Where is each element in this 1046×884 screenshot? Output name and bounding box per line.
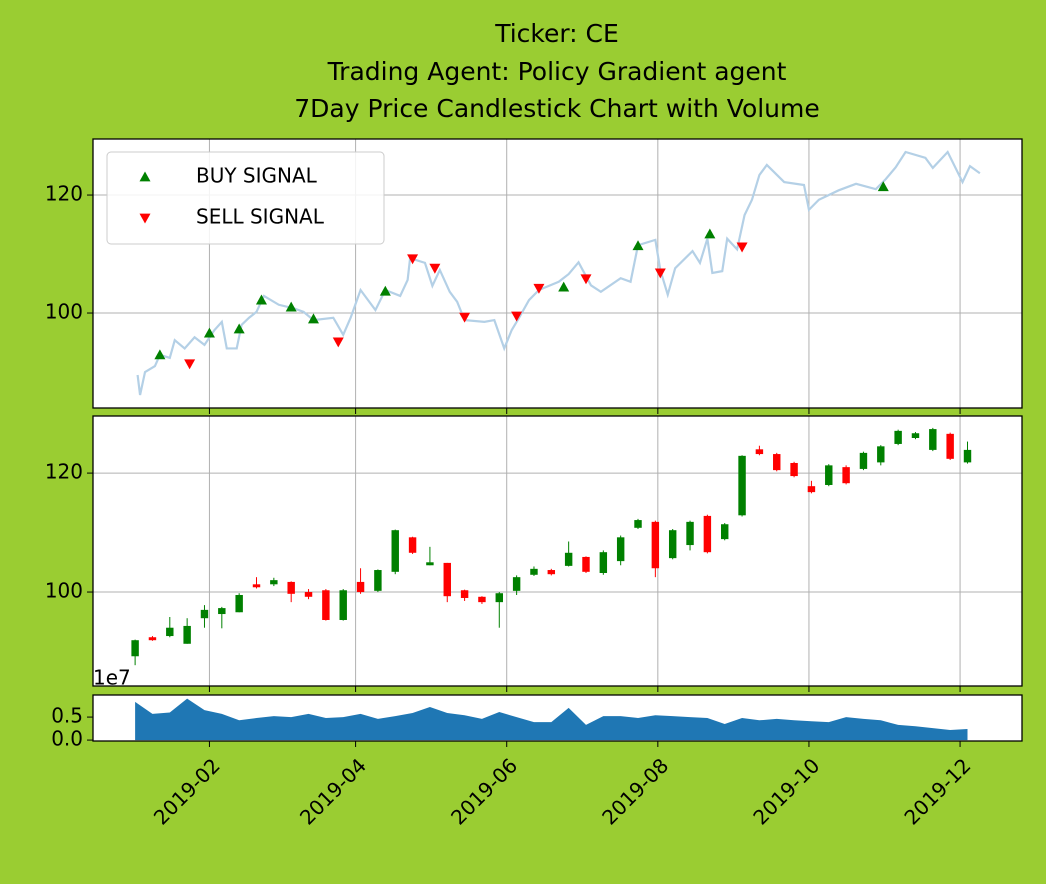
- candle-body: [825, 465, 833, 485]
- candle-body: [599, 552, 608, 574]
- legend-label: BUY SIGNAL: [196, 164, 318, 188]
- x-tick-label: 2019-12: [899, 753, 975, 829]
- buy-marker: [632, 240, 644, 251]
- legend-label: SELL SIGNAL: [196, 205, 325, 229]
- buy-marker: [233, 323, 245, 334]
- candle-body: [426, 562, 434, 566]
- candle-body: [131, 640, 139, 657]
- candle-body: [235, 595, 243, 613]
- volume-area: [135, 698, 968, 741]
- sell-marker: [654, 268, 666, 279]
- chart-title: Ticker: CE: [494, 19, 619, 48]
- candle-body: [478, 596, 486, 603]
- candle-body: [322, 590, 330, 620]
- sell-marker: [459, 312, 471, 323]
- buy-marker: [285, 301, 297, 312]
- y-tick-label: 100: [45, 579, 83, 603]
- candle-body: [530, 568, 538, 575]
- candle-body: [721, 524, 729, 540]
- candle-body: [304, 592, 313, 597]
- sell-marker: [332, 337, 344, 348]
- candle-body: [408, 537, 417, 553]
- x-tick-label: 2019-06: [446, 753, 522, 829]
- candle-body: [773, 454, 781, 471]
- candle-body: [929, 429, 937, 450]
- sell-marker: [511, 311, 523, 322]
- candle-body: [616, 537, 625, 562]
- candle-body: [790, 462, 798, 477]
- candle-body: [582, 556, 590, 572]
- candle-body: [460, 590, 469, 598]
- buy-marker: [558, 281, 570, 292]
- y-tick-label: 120: [45, 460, 83, 484]
- sell-marker: [580, 274, 592, 285]
- candle-body: [651, 521, 660, 569]
- y-tick-label: 120: [45, 182, 83, 206]
- x-tick-label: 2019-02: [149, 753, 225, 829]
- candle-body: [374, 570, 382, 591]
- buy-marker: [877, 181, 889, 192]
- candle-body: [686, 521, 694, 546]
- sell-marker: [429, 263, 441, 274]
- chart-title: 7Day Price Candlestick Chart with Volume: [294, 94, 820, 123]
- chart-title: Trading Agent: Policy Gradient agent: [327, 57, 787, 86]
- candle-body: [877, 446, 885, 463]
- candle-body: [842, 467, 850, 484]
- candle-body: [148, 637, 157, 641]
- buy-marker: [307, 313, 319, 324]
- candle-body: [564, 552, 573, 566]
- x-tick-label: 2019-10: [748, 753, 824, 829]
- legend-marker: [139, 213, 151, 224]
- y-tick-label: 100: [45, 300, 83, 324]
- candle-body: [703, 515, 712, 553]
- candle-body: [894, 430, 902, 444]
- x-tick-label: 2019-04: [295, 753, 371, 829]
- candle-body: [252, 584, 261, 588]
- sell-marker: [407, 254, 419, 265]
- legend-box: [106, 151, 385, 245]
- candle-body: [391, 530, 399, 572]
- sell-marker: [184, 359, 196, 370]
- offset-label: 1e7: [93, 666, 131, 690]
- candle-body: [859, 452, 868, 469]
- legend-marker: [139, 171, 151, 182]
- buy-marker: [379, 285, 391, 296]
- buy-marker: [255, 294, 267, 305]
- candle-body: [634, 520, 642, 528]
- y-tick-label: 0.5: [51, 704, 83, 728]
- candle-body: [495, 593, 503, 603]
- buy-marker: [704, 228, 716, 239]
- buy-marker: [154, 349, 166, 360]
- x-tick-label: 2019-08: [597, 753, 673, 829]
- candle-body: [218, 608, 226, 615]
- candle-body: [356, 581, 365, 593]
- candle-body: [668, 530, 677, 559]
- y-tick-label: 0.0: [51, 727, 83, 751]
- sell-marker: [533, 283, 545, 294]
- plot-frame: [92, 415, 1023, 687]
- candle-body: [512, 577, 521, 591]
- candle-body: [963, 449, 972, 463]
- plot-frame: [92, 694, 1023, 742]
- candle-body: [755, 449, 764, 455]
- candle-body: [911, 433, 920, 439]
- sell-marker: [736, 242, 748, 253]
- candle-body: [339, 590, 347, 620]
- candle-body: [270, 580, 278, 585]
- candle-body: [738, 455, 746, 516]
- candle-body: [166, 627, 174, 637]
- candle-body: [547, 570, 556, 575]
- candle-body: [200, 609, 209, 619]
- candle-body: [183, 625, 191, 644]
- buy-marker: [203, 327, 215, 338]
- plot-frame: [92, 138, 1023, 409]
- candle-body: [287, 581, 295, 594]
- candle-body: [807, 486, 816, 493]
- candle-body: [946, 433, 954, 459]
- candle-body: [443, 562, 451, 597]
